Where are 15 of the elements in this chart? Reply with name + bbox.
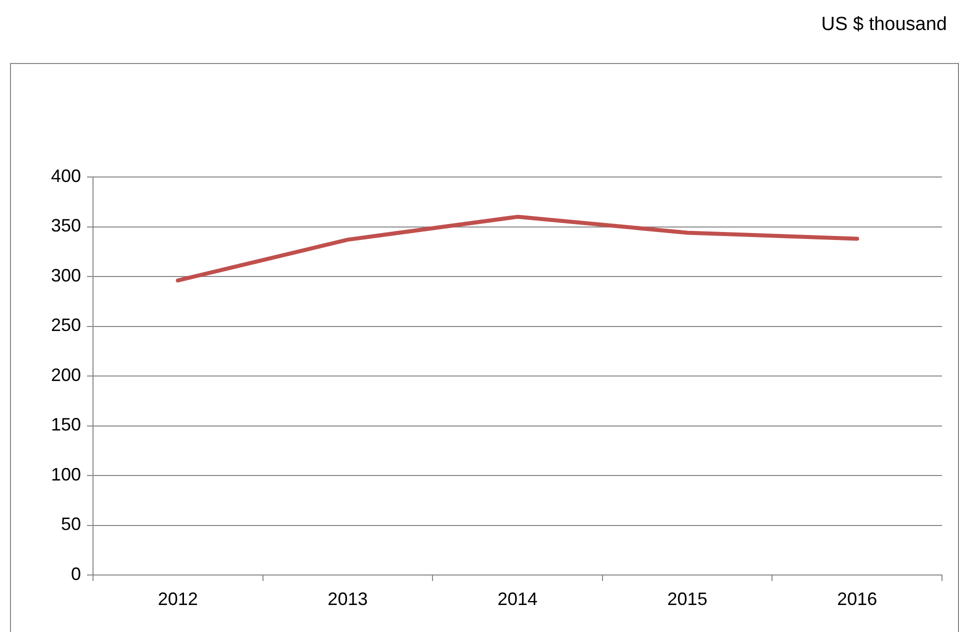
y-tick-label: 0 (70, 564, 81, 584)
y-tick-label: 200 (50, 364, 81, 385)
x-tick-label: 2015 (667, 588, 708, 609)
y-tick-label: 50 (60, 514, 81, 534)
y-tick-label: 250 (50, 315, 81, 336)
y-tick-label: 300 (50, 265, 81, 286)
text: US $ thousand (821, 14, 947, 36)
x-tick-label: 2014 (497, 588, 538, 609)
x-tick-label: 2013 (328, 588, 368, 609)
y-tick-label: 100 (50, 464, 81, 484)
x-tick-label: 2012 (158, 588, 198, 609)
x-tick-label: 2016 (837, 588, 878, 609)
y-tick-label: 350 (50, 216, 81, 236)
y-tick-label: 400 (50, 166, 81, 186)
y-tick-label: 150 (50, 414, 81, 435)
